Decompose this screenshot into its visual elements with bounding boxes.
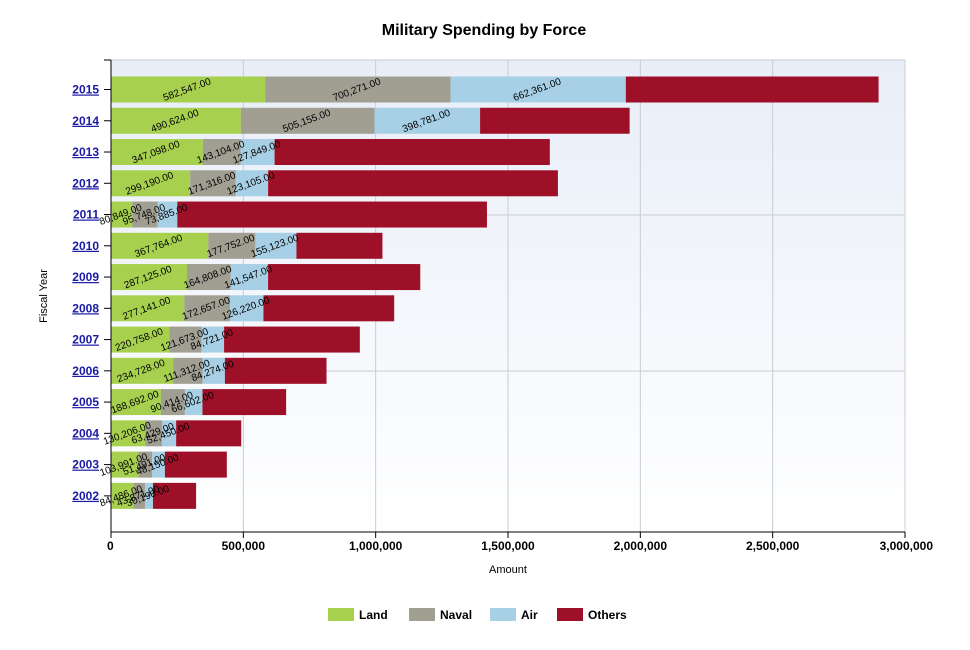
x-tick-label: 2,500,000	[746, 539, 800, 553]
bar-air-2004	[162, 420, 177, 447]
bar-naval-2004	[145, 420, 163, 447]
bar-land-2002	[111, 482, 134, 509]
bar-naval-2013	[202, 139, 241, 166]
legend-swatch-naval	[409, 608, 435, 621]
bar-naval-2005	[160, 389, 185, 416]
bar-land-2007	[111, 326, 170, 353]
bar-others-2006	[224, 357, 327, 384]
legend-label-others[interactable]: Others	[588, 608, 627, 622]
bar-air-2011	[157, 201, 178, 228]
y-tick-label-2002[interactable]: 2002	[72, 489, 99, 503]
x-tick-label: 1,000,000	[349, 539, 403, 553]
bar-land-2008	[111, 295, 185, 322]
y-tick-label-2010[interactable]: 2010	[72, 239, 99, 253]
bar-land-2006	[111, 357, 174, 384]
bar-naval-2008	[184, 295, 231, 322]
bar-naval-2010	[208, 232, 256, 259]
y-tick-label-2006[interactable]: 2006	[72, 364, 99, 378]
x-tick-label: 500,000	[222, 539, 266, 553]
bar-others-2013	[274, 139, 550, 166]
bar-naval-2011	[132, 201, 158, 228]
x-axis-label: Amount	[489, 564, 527, 576]
y-tick-label-2011[interactable]: 2011	[73, 208, 99, 222]
bar-land-2011	[111, 201, 133, 228]
legend-swatch-land	[328, 608, 354, 621]
bar-others-2005	[202, 389, 287, 416]
bar-naval-2003	[138, 451, 153, 478]
bar-land-2004	[111, 420, 146, 447]
bar-others-2008	[263, 295, 395, 322]
bar-air-2012	[235, 170, 269, 197]
bar-land-2009	[111, 264, 187, 291]
bar-others-2009	[268, 264, 421, 291]
bar-others-2003	[164, 451, 227, 478]
legend-label-land[interactable]: Land	[359, 608, 388, 622]
y-axis-label: Fiscal Year	[38, 269, 50, 323]
bar-others-2002	[152, 482, 197, 509]
legend-swatch-others	[557, 608, 583, 621]
bar-air-2013	[240, 139, 275, 166]
bar-others-2015	[625, 76, 879, 103]
bar-air-2003	[152, 451, 165, 478]
y-tick-label-2008[interactable]: 2008	[72, 301, 99, 315]
y-tick-label-2007[interactable]: 2007	[72, 333, 99, 347]
legend-label-naval[interactable]: Naval	[440, 608, 472, 622]
legend: Land Naval Air Others	[328, 608, 627, 622]
bar-land-2003	[111, 451, 139, 478]
bar-air-2007	[201, 326, 225, 353]
x-tick-label: 2,000,000	[614, 539, 668, 553]
bar-others-2007	[224, 326, 360, 353]
y-tick-label-2004[interactable]: 2004	[72, 426, 99, 440]
y-tick-label-2015[interactable]: 2015	[72, 83, 99, 97]
bar-naval-2015	[265, 76, 451, 103]
y-tick-label-2013[interactable]: 2013	[72, 145, 99, 159]
legend-swatch-air	[490, 608, 516, 621]
y-tick-label-2005[interactable]: 2005	[72, 395, 99, 409]
y-tick-label-2009[interactable]: 2009	[72, 270, 99, 284]
bar-others-2010	[296, 232, 383, 259]
x-tick-label: 3,000,000	[880, 539, 934, 553]
bar-land-2015	[111, 76, 266, 103]
bar-air-2006	[202, 357, 225, 384]
bar-others-2004	[176, 420, 242, 447]
bar-land-2014	[111, 107, 241, 134]
bar-others-2014	[480, 107, 630, 134]
y-tick-label-2003[interactable]: 2003	[72, 458, 99, 472]
legend-label-air[interactable]: Air	[521, 608, 538, 622]
bar-naval-2014	[240, 107, 375, 134]
bar-naval-2006	[173, 357, 203, 384]
bar-air-2008	[230, 295, 264, 322]
bar-land-2010	[111, 232, 209, 259]
axes: 2015 2014 2013 2012 2011 2010 2009 2008 2007 2006…	[72, 59, 934, 553]
bar-naval-2002	[133, 482, 145, 509]
chart-title: Military Spending by Force	[382, 22, 587, 39]
y-tick-label-2012[interactable]: 2012	[72, 176, 99, 190]
bar-land-2005	[111, 389, 161, 416]
bars	[111, 76, 879, 509]
bar-air-2010	[255, 232, 297, 259]
bar-others-2012	[268, 170, 558, 197]
bar-air-2009	[230, 264, 269, 291]
bar-land-2013	[111, 139, 203, 166]
bar-air-2005	[184, 389, 203, 416]
bar-others-2011	[177, 201, 487, 228]
bar-naval-2009	[186, 264, 231, 291]
x-tick-label: 1,500,000	[481, 539, 535, 553]
bar-naval-2012	[190, 170, 236, 197]
bar-air-2015	[450, 76, 626, 103]
bar-naval-2007	[169, 326, 202, 353]
bar-air-2014	[374, 107, 481, 134]
y-tick-label-2014[interactable]: 2014	[72, 114, 99, 128]
bar-land-2012	[111, 170, 191, 197]
x-tick-label: 0	[107, 539, 114, 553]
bar-air-2002	[144, 482, 153, 509]
